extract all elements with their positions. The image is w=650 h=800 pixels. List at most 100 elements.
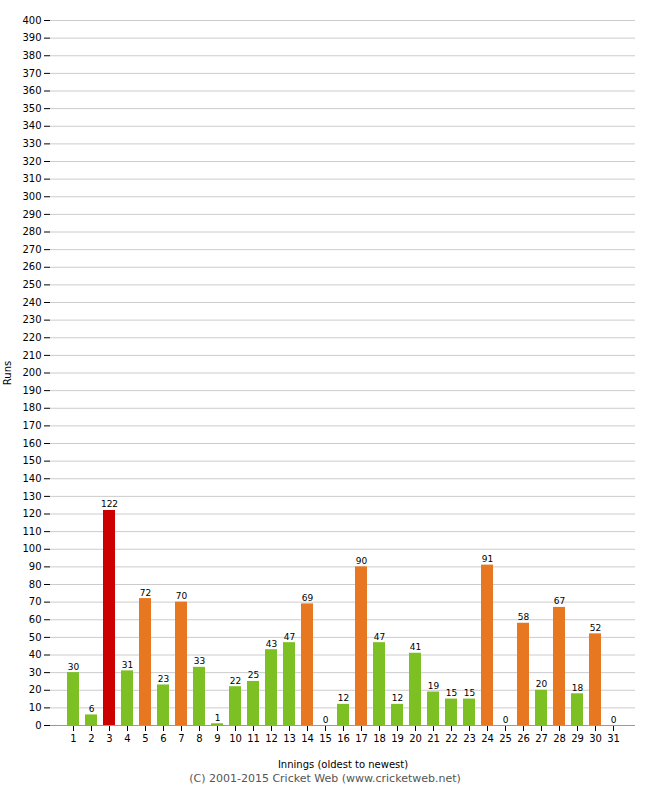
svg-text:28: 28 [553,733,566,744]
svg-text:122: 122 [101,499,118,509]
svg-text:29: 29 [571,733,584,744]
svg-text:47: 47 [374,632,385,642]
svg-text:13: 13 [283,733,296,744]
svg-text:130: 130 [22,491,41,502]
svg-text:230: 230 [22,314,41,325]
svg-text:23: 23 [158,674,169,684]
svg-text:41: 41 [410,642,421,652]
svg-text:2: 2 [88,733,94,744]
svg-text:350: 350 [22,103,41,114]
svg-text:91: 91 [482,554,493,564]
svg-text:140: 140 [22,473,41,484]
svg-text:10: 10 [229,733,242,744]
svg-text:19: 19 [391,733,404,744]
svg-text:0: 0 [323,715,329,725]
svg-text:1: 1 [215,713,221,723]
svg-text:31: 31 [122,660,133,670]
svg-text:22: 22 [230,676,241,686]
svg-text:18: 18 [572,683,584,693]
svg-text:100: 100 [22,543,41,554]
svg-text:12: 12 [265,733,278,744]
svg-text:52: 52 [590,623,601,633]
svg-text:200: 200 [22,367,41,378]
svg-text:47: 47 [284,632,295,642]
svg-text:15: 15 [464,688,475,698]
svg-text:23: 23 [463,733,476,744]
svg-text:290: 290 [22,209,41,220]
svg-text:50: 50 [29,632,42,643]
svg-text:6: 6 [160,733,166,744]
svg-text:180: 180 [22,402,41,413]
svg-text:20: 20 [29,684,42,695]
svg-text:21: 21 [427,733,440,744]
svg-text:25: 25 [248,670,259,680]
svg-text:60: 60 [29,614,42,625]
svg-text:310: 310 [22,173,41,184]
svg-text:210: 210 [22,350,41,361]
svg-text:14: 14 [301,733,314,744]
svg-text:30: 30 [68,662,80,672]
svg-text:20: 20 [409,733,422,744]
svg-text:90: 90 [356,556,368,566]
svg-text:280: 280 [22,226,41,237]
svg-text:Innings (oldest to newest): Innings (oldest to newest) [278,759,408,770]
svg-text:43: 43 [266,639,277,649]
svg-text:18: 18 [373,733,386,744]
svg-text:150: 150 [22,455,41,466]
svg-text:400: 400 [22,15,41,26]
svg-text:40: 40 [29,649,42,660]
svg-text:70: 70 [176,591,188,601]
svg-text:90: 90 [29,561,42,572]
svg-text:58: 58 [518,612,530,622]
svg-text:390: 390 [22,32,41,43]
svg-text:0: 0 [611,715,617,725]
svg-text:250: 250 [22,279,41,290]
svg-text:15: 15 [319,733,332,744]
svg-text:27: 27 [535,733,548,744]
svg-text:10: 10 [29,702,42,713]
svg-text:20: 20 [536,679,548,689]
svg-text:1: 1 [70,733,76,744]
svg-text:8: 8 [196,733,202,744]
svg-text:3: 3 [106,733,112,744]
svg-text:24: 24 [481,733,494,744]
svg-text:31: 31 [607,733,620,744]
svg-text:260: 260 [22,261,41,272]
svg-text:67: 67 [554,596,565,606]
svg-text:4: 4 [124,733,130,744]
svg-text:300: 300 [22,191,41,202]
svg-text:360: 360 [22,85,41,96]
svg-text:12: 12 [392,693,403,703]
svg-text:16: 16 [337,733,350,744]
svg-text:190: 190 [22,385,41,396]
svg-text:30: 30 [589,733,602,744]
svg-text:6: 6 [89,704,95,714]
svg-text:Runs: Runs [2,361,13,385]
svg-text:12: 12 [338,693,349,703]
svg-text:22: 22 [445,733,458,744]
svg-text:240: 240 [22,297,41,308]
svg-text:5: 5 [142,733,148,744]
svg-text:30: 30 [29,667,42,678]
svg-text:370: 370 [22,68,41,79]
svg-text:0: 0 [35,720,41,731]
svg-text:160: 160 [22,438,41,449]
svg-text:9: 9 [214,733,220,744]
svg-text:69: 69 [302,593,314,603]
svg-text:25: 25 [499,733,512,744]
svg-text:330: 330 [22,138,41,149]
svg-text:11: 11 [247,733,260,744]
svg-text:7: 7 [178,733,184,744]
svg-text:120: 120 [22,508,41,519]
svg-text:70: 70 [29,596,42,607]
svg-text:340: 340 [22,120,41,131]
svg-text:26: 26 [517,733,530,744]
svg-text:15: 15 [446,688,457,698]
svg-text:320: 320 [22,156,41,167]
svg-text:72: 72 [140,588,151,598]
svg-text:110: 110 [22,526,41,537]
svg-text:170: 170 [22,420,41,431]
svg-text:270: 270 [22,244,41,255]
svg-text:80: 80 [29,579,42,590]
svg-text:0: 0 [503,715,509,725]
